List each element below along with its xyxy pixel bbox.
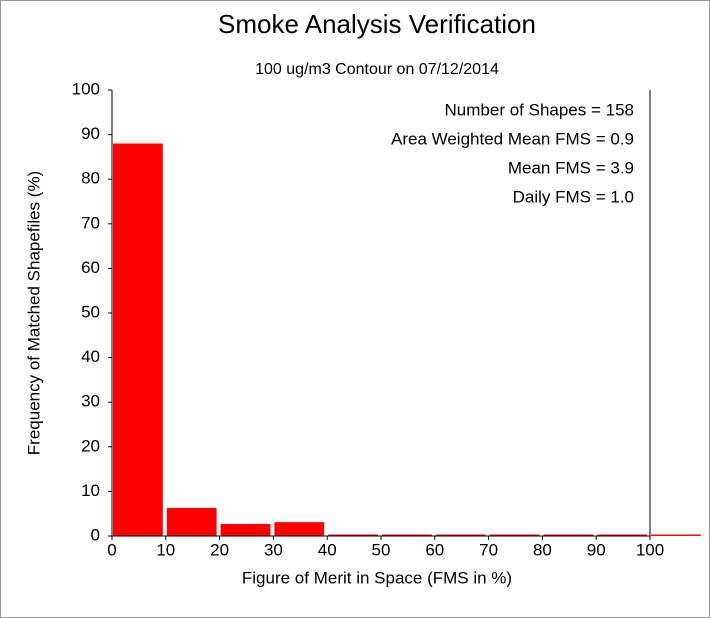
y-tick-label: 70: [81, 213, 100, 232]
chart-title: Smoke Analysis Verification: [218, 9, 536, 39]
annotation: Area Weighted Mean FMS = 0.9: [391, 129, 634, 148]
bar: [651, 534, 701, 536]
x-tick-label: 0: [107, 540, 116, 559]
y-tick-label: 20: [81, 436, 100, 455]
chart-subtitle: 100 ug/m3 Contour on 07/12/2014: [255, 61, 499, 78]
x-tick-label: 80: [533, 540, 552, 559]
annotation: Number of Shapes = 158: [445, 100, 634, 119]
y-tick-label: 80: [81, 169, 100, 188]
y-tick-label: 10: [81, 481, 100, 500]
bar: [220, 523, 271, 536]
x-tick-label: 70: [479, 540, 498, 559]
y-tick-label: 0: [91, 525, 100, 544]
y-tick-label: 50: [81, 302, 100, 321]
x-tick-label: 20: [210, 540, 229, 559]
bar: [489, 534, 540, 536]
bar: [435, 534, 486, 536]
y-tick-label: 60: [81, 258, 100, 277]
annotation: Daily FMS = 1.0: [513, 187, 634, 206]
x-tick-label: 60: [425, 540, 444, 559]
bar: [274, 522, 325, 536]
x-tick-label: 100: [636, 540, 664, 559]
bar: [328, 534, 378, 536]
annotation: Mean FMS = 3.9: [508, 158, 634, 177]
bar: [382, 534, 432, 536]
x-tick-label: 50: [372, 540, 391, 559]
y-axis-label: Frequency of Matched Shapefiles (%): [24, 171, 43, 455]
y-tick-label: 40: [81, 347, 100, 366]
y-tick-label: 30: [81, 392, 100, 411]
bar: [543, 534, 594, 536]
x-axis-label: Figure of Merit in Space (FMS in %): [242, 568, 512, 587]
y-tick-label: 90: [81, 124, 100, 143]
bar: [597, 534, 647, 536]
x-tick-label: 10: [156, 540, 175, 559]
x-tick-label: 90: [587, 540, 606, 559]
y-tick-label: 100: [72, 79, 100, 98]
bar: [166, 507, 217, 536]
bar: [113, 143, 163, 536]
x-tick-label: 40: [318, 540, 337, 559]
x-tick-label: 30: [264, 540, 283, 559]
